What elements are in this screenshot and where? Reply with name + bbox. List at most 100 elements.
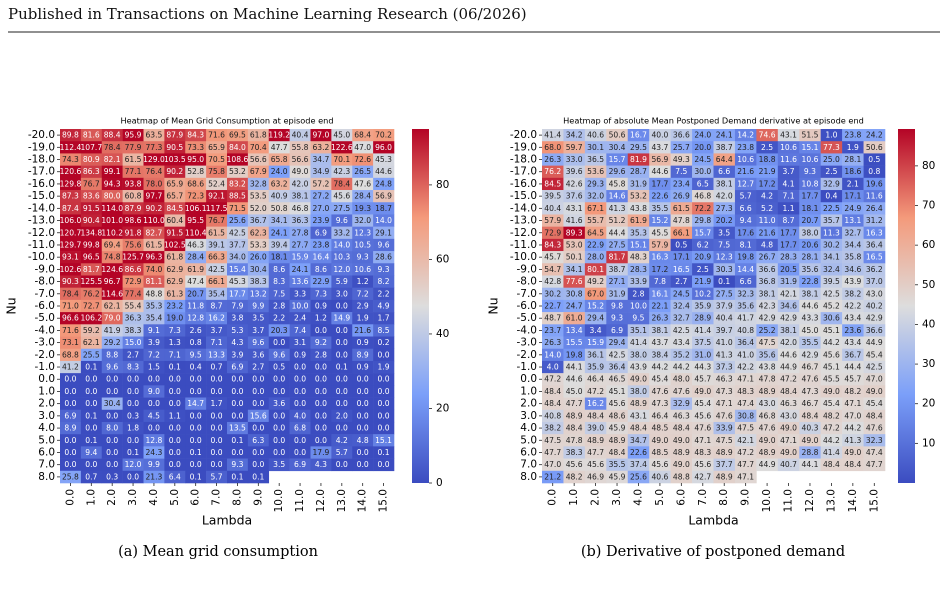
cell-label: 57.2: [312, 179, 329, 188]
cell-label: 45.5: [823, 375, 840, 384]
cell-label: 71.6: [208, 131, 225, 140]
cell-label: 66.1: [208, 277, 225, 286]
heatmap-cell: [122, 397, 144, 411]
cell-label: 0.0: [169, 460, 181, 469]
cell-label: 45.9: [609, 424, 626, 433]
heatmap-cell: [606, 287, 629, 301]
heatmap-cell: [692, 129, 714, 142]
cell-label: 43.8: [630, 204, 647, 213]
cell-label: 46.3: [673, 411, 690, 420]
cell-label: 84.5: [544, 179, 561, 188]
heatmap-cell: [863, 275, 886, 288]
cell-label: 37.0: [866, 277, 883, 286]
cell-label: 4.8: [761, 240, 773, 249]
cell-label: 89.8: [62, 131, 79, 140]
heatmap-cell: [670, 238, 693, 252]
cell-label: 15.2: [587, 302, 604, 311]
cell-label: 36.8: [759, 277, 776, 286]
cell-label: 46.4: [587, 375, 604, 384]
cell-label: 34.9: [312, 167, 329, 176]
cell-label: 0.0: [106, 411, 118, 420]
heatmap-cell: [863, 190, 886, 203]
cell-label: 22.7: [544, 302, 561, 311]
cell-label: 0.0: [190, 460, 202, 469]
cell-label: 48.4: [609, 448, 626, 457]
cell-label: 45.4: [694, 399, 711, 408]
cell-label: 23.2: [166, 302, 183, 311]
cell-label: 6.9: [611, 326, 623, 335]
cell-label: 72.6: [354, 155, 371, 164]
cell-label: 0.0: [211, 460, 223, 469]
y-tick-label: 0.0: [38, 373, 55, 385]
cell-label: 28.4: [187, 253, 204, 262]
cell-label: 28.7: [630, 167, 647, 176]
heatmap-cell: [373, 446, 395, 459]
colorbar-tick-label: 70: [922, 200, 935, 212]
cell-label: 2.7: [127, 350, 139, 359]
heatmap-cell: [777, 275, 800, 288]
cell-label: 84.3: [544, 240, 561, 249]
cell-label: 0.0: [211, 424, 223, 433]
cell-label: 8.7: [782, 216, 794, 225]
cell-label: 129.7: [60, 240, 82, 249]
cell-label: 69.5: [229, 131, 246, 140]
heatmap-cell: [206, 190, 228, 203]
cell-label: 49.3: [673, 155, 690, 164]
cell-label: 2.7: [252, 363, 264, 372]
heatmap-cell: [713, 153, 736, 166]
chart-title: Heatmap of Mean Grid Consumption at epis…: [120, 116, 333, 126]
heatmap-cell: [101, 141, 123, 154]
cell-label: 42.0: [292, 179, 309, 188]
heatmap-cell: [289, 177, 311, 191]
cell-label: 2.2: [273, 314, 285, 323]
heatmap-cell: [143, 336, 165, 350]
heatmap-cell: [206, 299, 228, 313]
heatmap-cell: [713, 287, 736, 301]
heatmap-cell: [331, 251, 353, 264]
heatmap-cell: [206, 129, 228, 142]
heatmap-cell: [289, 190, 311, 203]
heatmap-cell: [60, 470, 82, 484]
cell-label: 31.9: [609, 289, 626, 298]
heatmap-cell: [563, 263, 586, 276]
cell-label: 4.3: [231, 338, 243, 347]
heatmap-cell: [542, 190, 564, 203]
cell-label: 0.0: [169, 448, 181, 457]
heatmap-cell: [820, 263, 843, 276]
heatmap-cell: [289, 251, 311, 264]
cell-label: 30.8: [566, 289, 583, 298]
heatmap-cell: [777, 324, 800, 337]
cell-label: 39.5: [823, 277, 840, 286]
heatmap-cell: [143, 434, 165, 447]
cell-label: 17.2: [759, 179, 776, 188]
heatmap-cell: [331, 348, 353, 362]
cell-label: 6.6: [740, 277, 752, 286]
cell-label: 1.2: [315, 314, 327, 323]
cell-label: 7.2: [148, 350, 160, 359]
cell-label: 122.6: [331, 143, 353, 152]
cell-label: 81.7: [83, 265, 100, 274]
heatmap-cell: [60, 226, 82, 240]
heatmap-cell: [842, 251, 864, 264]
heatmap-cell: [80, 312, 103, 325]
cell-label: 61.5: [125, 155, 142, 164]
cell-label: 129.8: [60, 179, 82, 188]
cell-label: 0.1: [252, 472, 264, 481]
colorbar: [412, 129, 429, 483]
cell-label: 47.0: [866, 375, 883, 384]
cell-label: 13.3: [208, 350, 225, 359]
cell-label: 93.8: [125, 179, 142, 188]
y-tick-label: -19.0: [28, 141, 55, 153]
heatmap-cell: [670, 202, 693, 215]
cell-label: 8.3: [273, 277, 285, 286]
heatmap-cell: [799, 165, 821, 179]
heatmap-cell: [289, 373, 311, 386]
cell-label: 42.6: [566, 179, 583, 188]
cell-label: 9.3: [804, 167, 816, 176]
heatmap-cell: [820, 202, 843, 215]
heatmap-cell: [542, 336, 564, 350]
heatmap-cell: [164, 214, 186, 227]
cell-label: 41.6: [566, 216, 583, 225]
heatmap-cell: [352, 458, 374, 472]
cell-label: 36.1: [587, 350, 604, 359]
